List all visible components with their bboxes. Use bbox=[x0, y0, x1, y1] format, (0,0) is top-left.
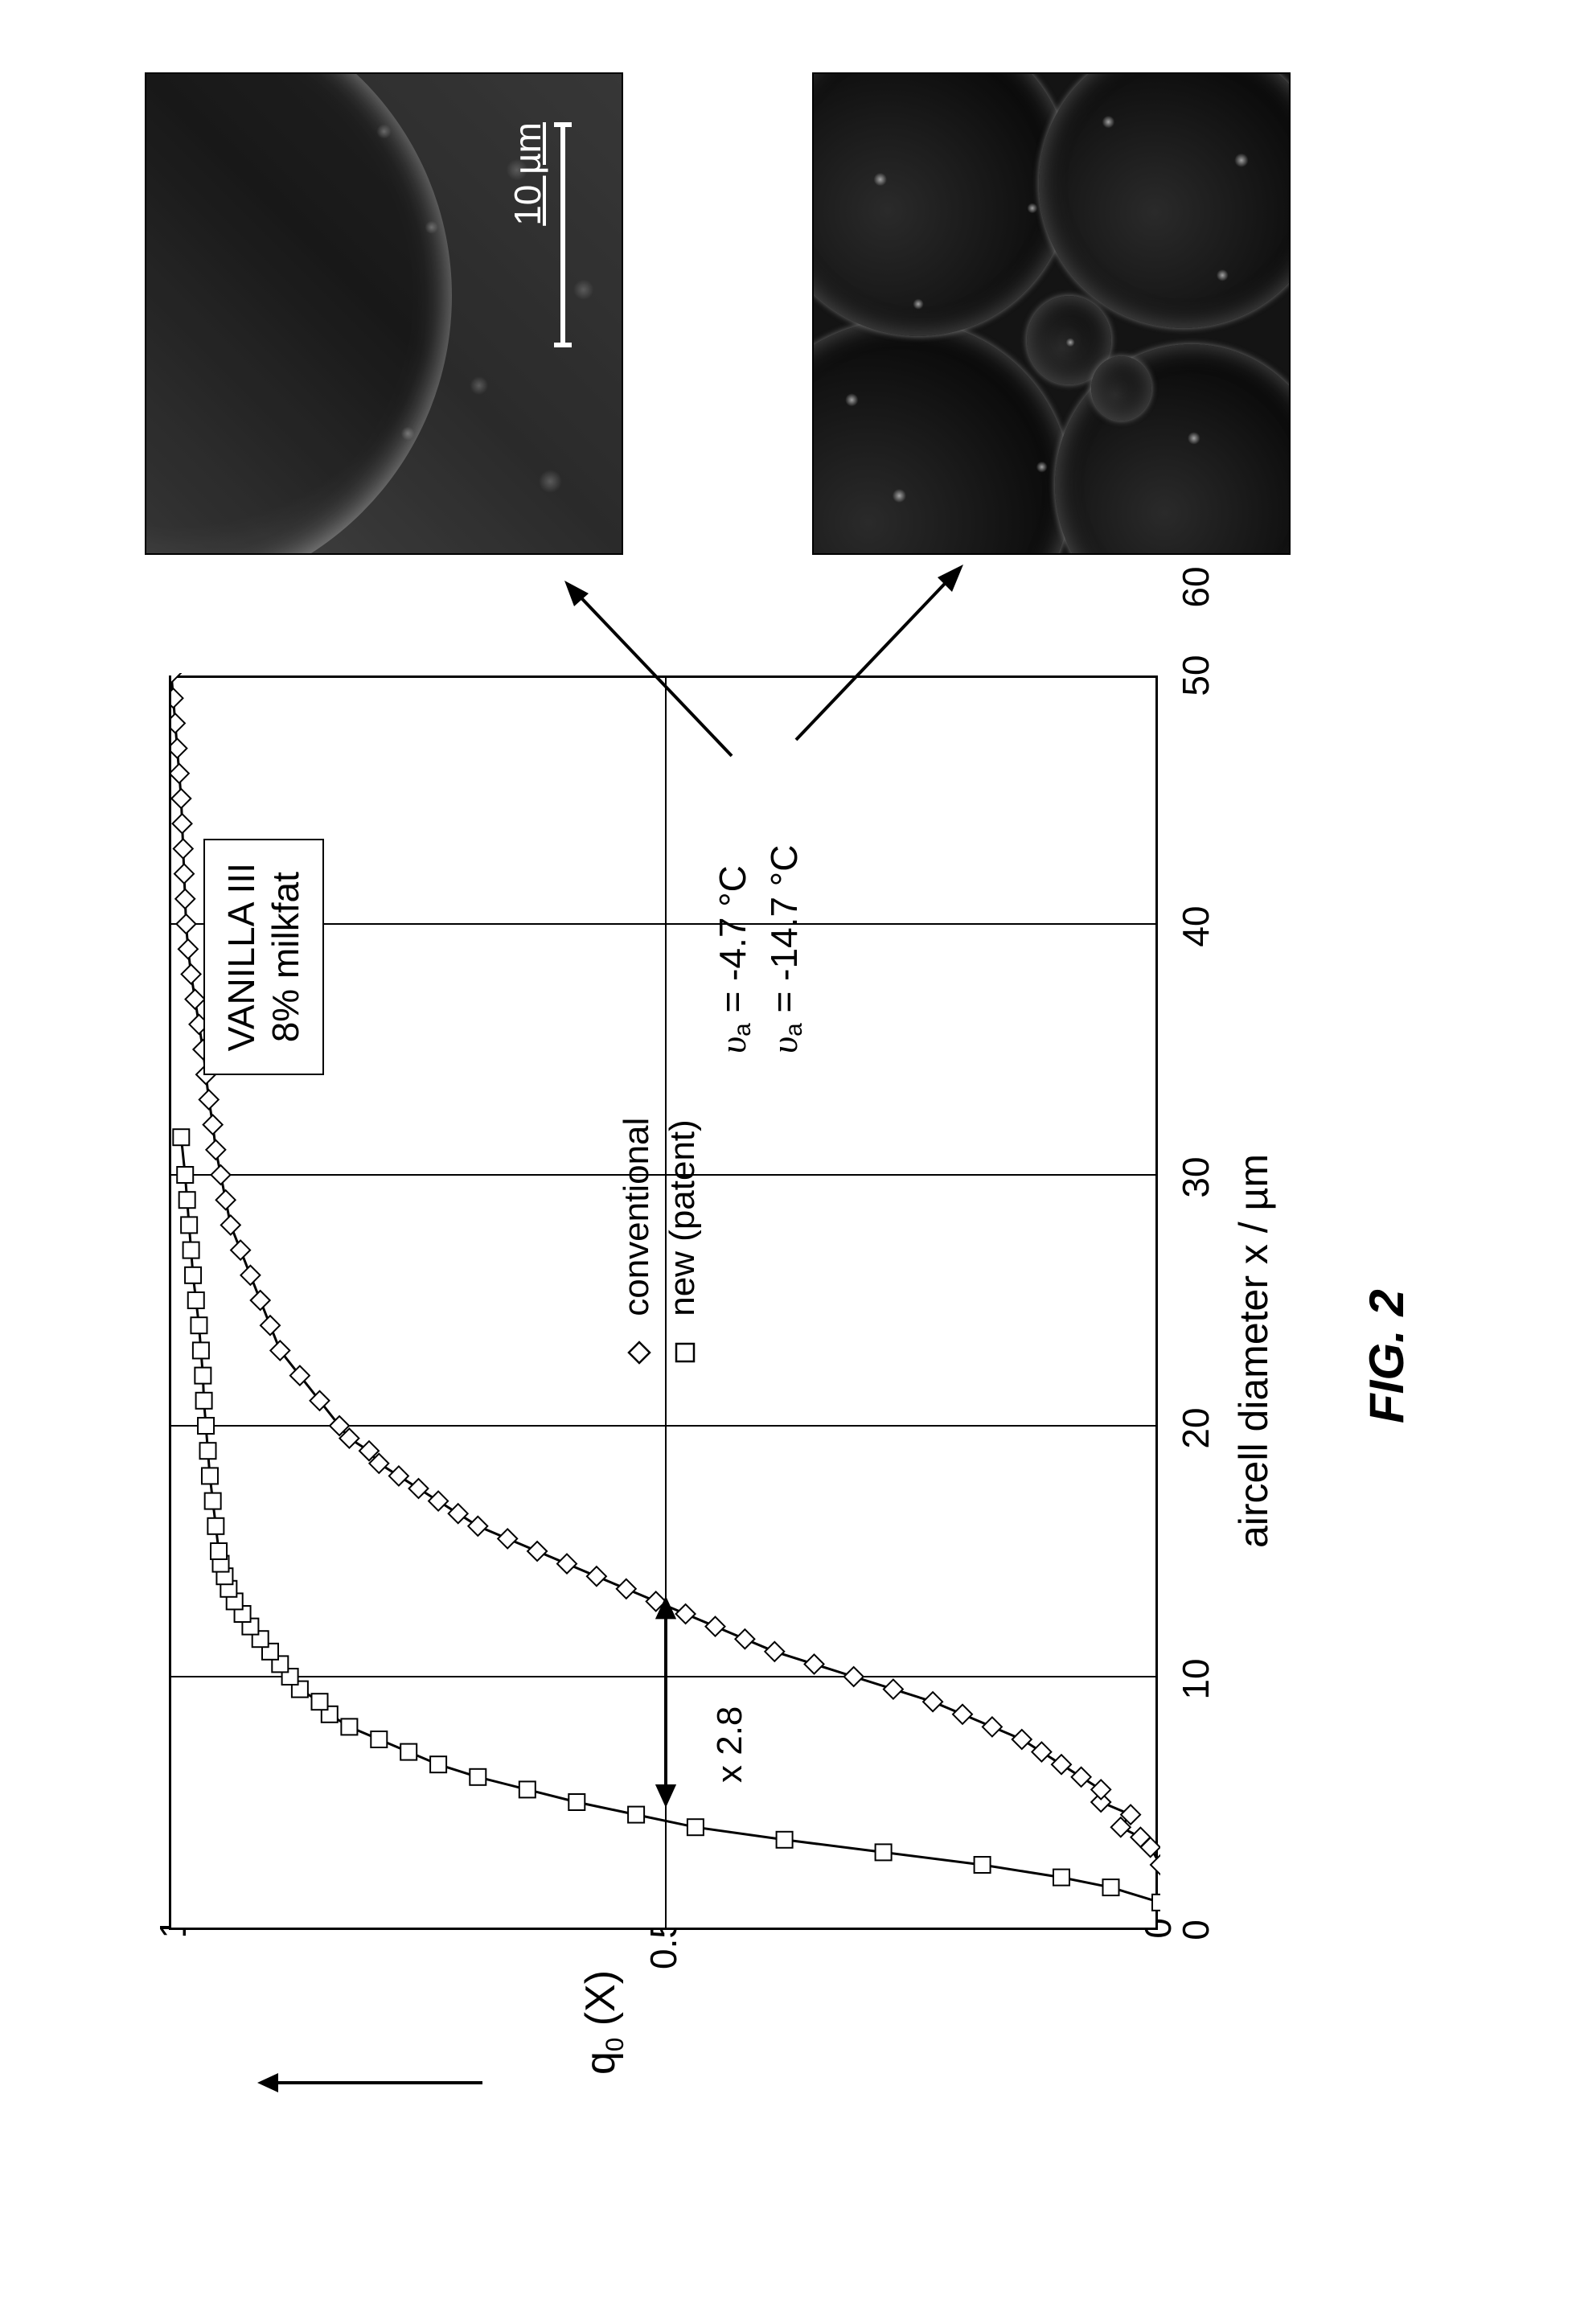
ratio-annotation: x 2.8 bbox=[710, 1706, 750, 1783]
xtick-20: 20 bbox=[1174, 1407, 1217, 1448]
legend-conventional-label: conventional bbox=[617, 1118, 656, 1316]
title-box-line1: VANILLA III bbox=[220, 863, 264, 1051]
callout-arrow-top bbox=[547, 555, 760, 764]
y-axis-arrow bbox=[257, 2059, 486, 2107]
chart-area: q0 (X) 0 0.5 1 bbox=[137, 619, 1287, 2083]
figure-2: q0 (X) 0 0.5 1 bbox=[0, 0, 1576, 2324]
temp-series-b: υa = -14.7 °C bbox=[759, 845, 811, 1053]
callout-arrow-bottom bbox=[780, 539, 993, 748]
xtick-40: 40 bbox=[1174, 905, 1217, 946]
xtick-50: 50 bbox=[1174, 655, 1217, 696]
micrograph-top: 10 µm bbox=[145, 72, 623, 555]
y-axis-label: q0 (X) bbox=[577, 1970, 630, 2075]
scale-bar-label: 10 µm bbox=[506, 122, 549, 226]
x-axis-label: aircell diameter x / µm bbox=[1230, 1154, 1277, 1548]
plot-area: conventional new (patent) x 2.8 VANILLA … bbox=[169, 675, 1158, 1930]
legend-new-label: new (patent) bbox=[663, 1119, 702, 1316]
series-legend: conventional new (patent) bbox=[614, 1118, 705, 1365]
xtick-30: 30 bbox=[1174, 1156, 1217, 1197]
figure-caption: FIG. 2 bbox=[1359, 1289, 1414, 1423]
title-box: VANILLA III 8% milkfat bbox=[203, 839, 324, 1075]
temperature-labels: υa = -4.7 °C υa = -14.7 °C bbox=[708, 845, 811, 1053]
ratio-arrow bbox=[658, 1599, 674, 1804]
xtick-60: 60 bbox=[1174, 566, 1217, 607]
xtick-0: 0 bbox=[1174, 1920, 1217, 1940]
title-box-line2: 8% milkfat bbox=[264, 863, 308, 1051]
xtick-10: 10 bbox=[1174, 1658, 1217, 1699]
micrograph-bottom bbox=[812, 72, 1291, 555]
temp-series-a: υa = -4.7 °C bbox=[708, 845, 759, 1053]
scale-bar bbox=[560, 122, 565, 347]
